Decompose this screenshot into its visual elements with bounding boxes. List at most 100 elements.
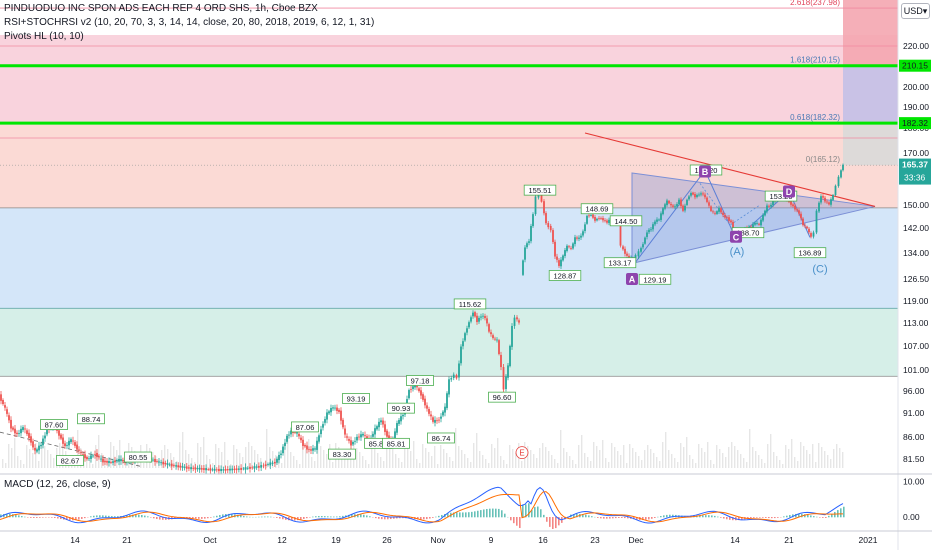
time-tick-label[interactable]: 26 xyxy=(382,535,392,545)
candle-body xyxy=(348,439,350,441)
time-tick-label[interactable]: Dec xyxy=(628,535,644,545)
volume-bar xyxy=(17,456,18,468)
candle-body xyxy=(312,448,314,450)
price-tick-label[interactable]: 101.00 xyxy=(903,365,929,375)
time-tick-label[interactable]: 12 xyxy=(277,535,287,545)
candle-body xyxy=(582,231,584,235)
volume-bar xyxy=(743,458,744,468)
candle-body xyxy=(835,186,837,195)
candle-body xyxy=(826,202,828,203)
price-tick-label[interactable]: 126.50 xyxy=(903,274,929,284)
macd-tick-label[interactable]: 10.00 xyxy=(903,477,925,487)
candle-body xyxy=(320,429,322,434)
time-tick-label[interactable]: 9 xyxy=(489,535,494,545)
price-tick-label[interactable]: 107.00 xyxy=(903,341,929,351)
time-axis[interactable]: 14 21 Oct 12 19 26 Nov 9 16 23 Dec 14 21 2021 xyxy=(70,535,877,545)
time-tick-label[interactable]: Oct xyxy=(203,535,217,545)
volume-bar xyxy=(185,450,186,468)
price-tick-label[interactable]: 220.00 xyxy=(903,41,929,51)
candle-body xyxy=(718,208,720,212)
volume-bar xyxy=(752,447,753,468)
price-tick-label[interactable]: 142.00 xyxy=(903,223,929,233)
price-tick-label[interactable]: 190.00 xyxy=(903,102,929,112)
volume-bar xyxy=(821,447,822,468)
indicator-pivots-label[interactable]: Pivots HL (10, 10) xyxy=(4,31,84,42)
candle-body xyxy=(98,456,100,457)
macd-histogram-bar xyxy=(714,516,716,517)
macd-histogram-bar xyxy=(807,515,809,518)
time-tick-label[interactable]: 19 xyxy=(331,535,341,545)
candle-body xyxy=(638,251,640,256)
candle-body xyxy=(838,177,840,186)
price-tick-label[interactable]: 134.00 xyxy=(903,248,929,258)
candle-body xyxy=(216,469,218,470)
volume-bar xyxy=(182,432,183,468)
candle-body xyxy=(80,452,82,453)
last-price-label: 165.37 xyxy=(902,160,928,170)
time-tick-label[interactable]: 14 xyxy=(730,535,740,545)
macd-title[interactable]: MACD (12, 26, close, 9) xyxy=(4,479,111,490)
candle-body xyxy=(692,193,694,195)
candle-body xyxy=(810,233,812,237)
volume-bar xyxy=(509,445,510,468)
time-tick-label[interactable]: Nov xyxy=(430,535,446,545)
macd-histogram-bar xyxy=(432,517,434,518)
macd-panel[interactable]: 0.00 10.00 xyxy=(0,474,932,531)
volume-bar xyxy=(599,450,600,468)
volume-bar xyxy=(506,464,507,468)
time-tick-label[interactable]: 14 xyxy=(70,535,80,545)
macd-histogram-bar xyxy=(516,517,518,526)
macd-histogram-bar xyxy=(645,517,647,520)
candle-body xyxy=(64,443,66,446)
time-tick-label[interactable]: 2021 xyxy=(859,535,878,545)
currency-badge[interactable]: USD▾ xyxy=(901,3,930,19)
candle-body xyxy=(222,469,224,470)
price-tick-label[interactable]: 170.00 xyxy=(903,148,929,158)
wave-label: B xyxy=(702,167,709,177)
macd-histogram-bar xyxy=(51,517,53,518)
indicator-rsi-label[interactable]: RSI+STOCHRSI v2 (10, 20, 70, 3, 3, 14, 1… xyxy=(4,17,374,28)
macd-histogram-bar xyxy=(81,517,83,519)
price-tick-label[interactable]: 150.00 xyxy=(903,200,929,210)
candle-body xyxy=(622,246,624,249)
macd-histogram-bar xyxy=(720,517,722,518)
time-tick-label[interactable]: 21 xyxy=(784,535,794,545)
candle-body xyxy=(590,215,592,216)
candle-body xyxy=(260,465,262,468)
candle-body xyxy=(820,196,822,202)
price-tick-label[interactable]: 96.00 xyxy=(903,386,925,396)
candle-body xyxy=(300,438,302,441)
time-tick-label[interactable]: 16 xyxy=(538,535,548,545)
price-tick-label[interactable]: 200.00 xyxy=(903,82,929,92)
projection-box-top xyxy=(843,0,898,66)
price-tick-label[interactable]: 113.00 xyxy=(903,318,929,328)
price-tick-label[interactable]: 81.50 xyxy=(903,454,925,464)
candle-body xyxy=(14,429,16,434)
price-tick-label[interactable]: 119.00 xyxy=(903,296,929,306)
swing-label: 97.18 xyxy=(411,377,430,386)
price-tick-label[interactable]: 91.00 xyxy=(903,408,925,418)
candle-body xyxy=(288,435,290,436)
candle-body xyxy=(102,459,104,463)
candle-body xyxy=(408,390,410,398)
candle-body xyxy=(596,219,598,221)
candle-body xyxy=(802,219,804,226)
volume-bar xyxy=(473,443,474,468)
macd-tick-label[interactable]: 0.00 xyxy=(903,512,920,522)
volume-bar xyxy=(347,459,348,468)
time-tick-label[interactable]: 21 xyxy=(122,535,132,545)
candle-body xyxy=(74,442,76,446)
candle-body xyxy=(576,238,578,239)
candle-body xyxy=(828,202,830,204)
candle-body xyxy=(364,435,366,436)
volume-bar xyxy=(719,449,720,468)
volume-bar xyxy=(395,454,396,468)
candle-body xyxy=(592,215,594,218)
price-tick-label[interactable]: 86.00 xyxy=(903,432,925,442)
volume-bar xyxy=(389,446,390,468)
time-tick-label[interactable]: 23 xyxy=(590,535,600,545)
price-axis[interactable]: 81.50 86.00 91.00 96.00 101.00 107.00 113.00 11… xyxy=(898,0,932,550)
macd-histogram-bar xyxy=(369,516,371,517)
